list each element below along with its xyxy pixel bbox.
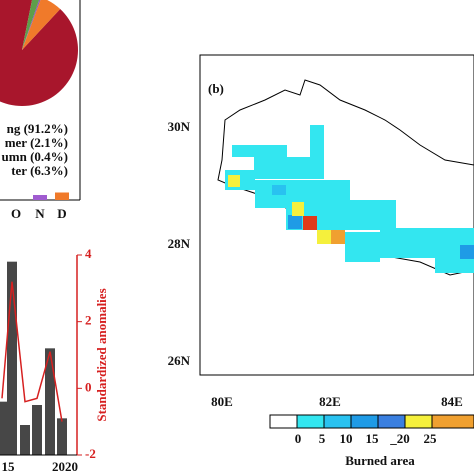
burned-cell [232,145,287,157]
y2-tick-label: -2 [85,446,96,461]
colorbar-title: Burned area [345,453,415,468]
legend-name: ng [7,121,21,136]
legend-name: ter [11,163,27,178]
burned-cell [380,228,474,258]
lat-label: 26N [168,353,191,368]
colorbar-swatch [404,414,433,429]
x-tick-label: N [35,206,45,221]
colorbar-label: 5 [319,431,326,446]
pie-slice [22,0,41,50]
colorbar-swatch [350,414,379,429]
pie-slice [0,0,78,106]
legend-value: (6.3%) [30,163,68,178]
lon-label: 80E [211,394,233,409]
anomaly-line [1,281,63,422]
x-tick-label: D [57,206,66,221]
bar [20,425,30,455]
colorbar-swatch [431,414,474,429]
colorbar-label: 25 [424,431,438,446]
bar [7,261,17,455]
x-tick-label: 2020 [52,459,78,474]
colorbar-swatch [269,414,298,429]
burned-cell [310,125,324,170]
colorbar-label: 15 [366,431,380,446]
legend-entry: mer (2.1%) [5,135,68,150]
legend-entry: ng (91.2%) [7,121,68,136]
pie-group [0,0,78,106]
colorbar-label: _20 [389,431,410,446]
legend-name: mer [5,135,28,150]
burned-cell [331,230,345,244]
burned-cell [228,175,240,187]
burned-cell [345,232,380,262]
burned-cell [272,185,286,195]
y2-tick-label: 0 [85,379,92,394]
colorbar-swatch [296,414,325,429]
burned-cell [317,230,331,244]
panel-label: (b) [208,81,224,96]
burned-cell [292,202,304,216]
lon-label: 84E [441,394,463,409]
y2-axis-title: Standardized anomalies [94,288,109,421]
burned-cells [225,125,474,273]
lat-label: 30N [168,119,191,134]
lon-label: 82E [319,394,341,409]
burned-cell [288,215,302,229]
legend-value: (0.4%) [30,149,68,164]
colorbar [269,414,474,429]
bar [32,405,42,455]
colorbar-swatch [323,414,352,429]
colorbar-swatch [377,414,406,429]
colorbar-label: 10 [340,431,353,446]
burned-cell [460,245,474,259]
legend-entry: ter (6.3%) [11,163,68,178]
burned-cell [254,157,324,179]
burned-cell [303,216,317,230]
bar [57,418,67,455]
y2-tick-label: 4 [85,246,92,261]
colorbar-label: 0 [295,431,302,446]
y2-tick-label: 2 [85,313,92,328]
pie-slice [22,0,61,50]
bar [55,192,69,200]
burned-cell [435,258,474,273]
bar [33,195,47,200]
legend-name: umn [2,149,28,164]
legend-value: (91.2%) [24,121,68,136]
x-tick-label: O [11,206,21,221]
lat-label: 28N [168,236,191,251]
pie-slice [22,0,40,50]
x-tick-label: 15 [2,459,16,474]
bar [45,348,55,455]
legend-value: (2.1%) [30,135,68,150]
bar [0,401,7,455]
legend-entry: umn (0.4%) [2,149,68,164]
